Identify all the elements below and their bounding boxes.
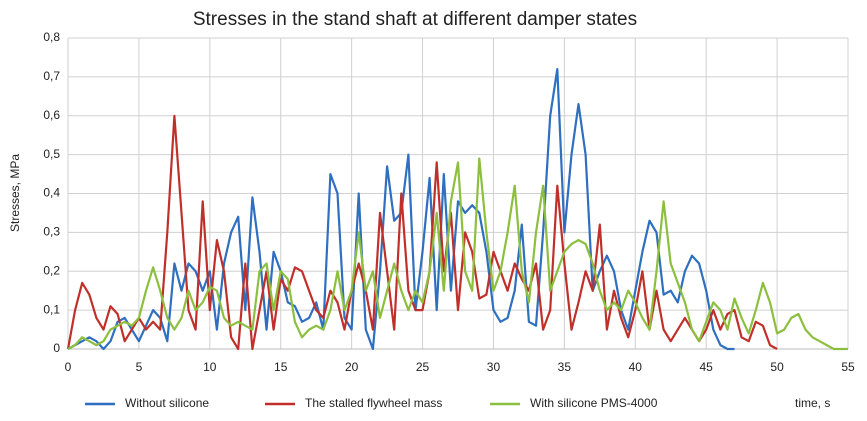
y-tick-label: 0,5: [43, 147, 60, 161]
x-tick-label: 20: [345, 360, 359, 374]
x-tick-label: 25: [416, 360, 430, 374]
x-tick-label: 30: [487, 360, 501, 374]
legend-label: With silicone PMS-4000: [530, 396, 658, 410]
x-axis-label: time, s: [795, 396, 830, 410]
x-tick-label: 5: [136, 360, 143, 374]
x-tick-label: 10: [203, 360, 217, 374]
y-tick-label: 0,4: [43, 186, 60, 200]
data-line: [66, 114, 778, 351]
y-tick-label: 0,7: [43, 69, 60, 83]
legend-label: The stalled flywheel mass: [305, 396, 442, 410]
y-tick-label: 0,8: [43, 30, 60, 44]
x-tick-label: 0: [65, 360, 72, 374]
x-tick-label: 15: [274, 360, 288, 374]
x-tick-label: 40: [629, 360, 643, 374]
y-tick-label: 0: [53, 341, 60, 355]
y-axis-label: Stresses, MPa: [8, 154, 22, 232]
chart-title: Stresses in the stand shaft at different…: [193, 9, 637, 30]
x-tick-label: 45: [700, 360, 714, 374]
x-tick-label: 50: [770, 360, 784, 374]
x-tick-label: 55: [841, 360, 855, 374]
y-tick-label: 0,6: [43, 108, 60, 122]
y-tick-label: 0,2: [43, 263, 60, 277]
y-tick-label: 0,3: [43, 225, 60, 239]
data-line: [67, 157, 848, 351]
x-tick-label: 35: [558, 360, 572, 374]
legend-label: Without silicone: [125, 396, 209, 410]
y-tick-label: 0,1: [43, 302, 60, 316]
